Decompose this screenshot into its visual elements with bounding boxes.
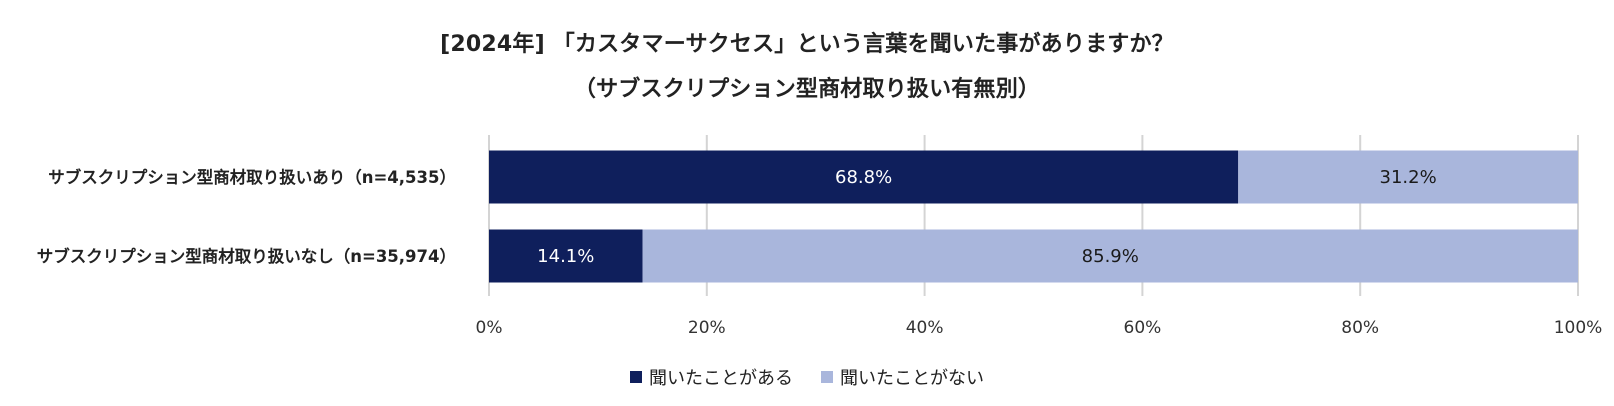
category-label-0: サブスクリプション型商材取り扱いあり（n=4,535） [48, 167, 456, 187]
chart-subtitle: （サブスクリプション型商材取り扱い有無別） [573, 77, 1041, 102]
x-tick-label-0: 0% [476, 318, 503, 338]
bar-1-0 [489, 229, 643, 283]
x-tick-label-1: 20% [688, 318, 726, 338]
x-tick-label-4: 80% [1341, 318, 1379, 338]
legend-item-not-heard: 聞いたことがない [821, 364, 984, 390]
bar-0-1 [1238, 150, 1578, 204]
chart-legend: 聞いたことがある 聞いたことがない [0, 364, 1614, 390]
data-label-1-0: 14.1% [537, 246, 594, 267]
data-label-0-1: 31.2% [1380, 167, 1437, 188]
legend-label-heard: 聞いたことがある [649, 368, 793, 389]
x-tick-label-3: 60% [1124, 318, 1162, 338]
legend-swatch-not-heard [821, 371, 833, 383]
bar-0-0 [489, 150, 1239, 204]
data-label-0-0: 68.8% [835, 167, 892, 188]
legend-label-not-heard: 聞いたことがない [840, 368, 984, 389]
bar-1-1 [642, 229, 1578, 283]
legend-item-heard: 聞いたことがある [630, 364, 793, 390]
data-label-1-1: 85.9% [1082, 246, 1139, 267]
category-label-1: サブスクリプション型商材取り扱いなし（n=35,974） [37, 246, 456, 266]
x-tick-label-2: 40% [906, 318, 944, 338]
chart-title: [2024年] 「カスタマーサクセス」という言葉を聞いた事がありますか？ [440, 32, 1174, 57]
x-tick-label-5: 100% [1554, 318, 1603, 338]
legend-swatch-heard [630, 371, 642, 383]
